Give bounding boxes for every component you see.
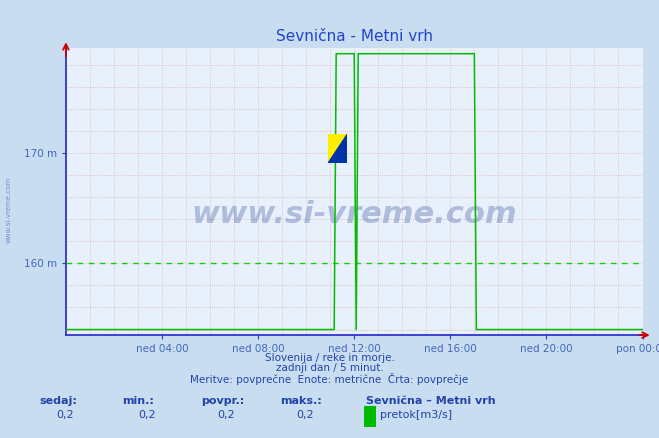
Text: min.:: min.: <box>122 396 154 406</box>
Text: povpr.:: povpr.: <box>201 396 244 406</box>
Text: www.si-vreme.com: www.si-vreme.com <box>5 177 12 243</box>
Text: zadnji dan / 5 minut.: zadnji dan / 5 minut. <box>275 363 384 373</box>
Text: 0,2: 0,2 <box>297 410 314 420</box>
Text: www.si-vreme.com: www.si-vreme.com <box>191 200 517 229</box>
Text: 0,2: 0,2 <box>56 410 73 420</box>
Title: Sevnična - Metni vrh: Sevnična - Metni vrh <box>275 29 433 44</box>
Text: Meritve: povprečne  Enote: metrične  Črta: povprečje: Meritve: povprečne Enote: metrične Črta:… <box>190 373 469 385</box>
Text: Slovenija / reke in morje.: Slovenija / reke in morje. <box>264 353 395 363</box>
Polygon shape <box>328 134 347 148</box>
Text: pretok[m3/s]: pretok[m3/s] <box>380 410 452 420</box>
Text: sedaj:: sedaj: <box>40 396 77 406</box>
Text: 0,2: 0,2 <box>217 410 235 420</box>
Text: maks.:: maks.: <box>280 396 322 406</box>
Text: 0,2: 0,2 <box>138 410 156 420</box>
Text: Sevnična – Metni vrh: Sevnična – Metni vrh <box>366 396 496 406</box>
Polygon shape <box>328 134 347 163</box>
Polygon shape <box>328 134 347 163</box>
Polygon shape <box>328 134 338 148</box>
